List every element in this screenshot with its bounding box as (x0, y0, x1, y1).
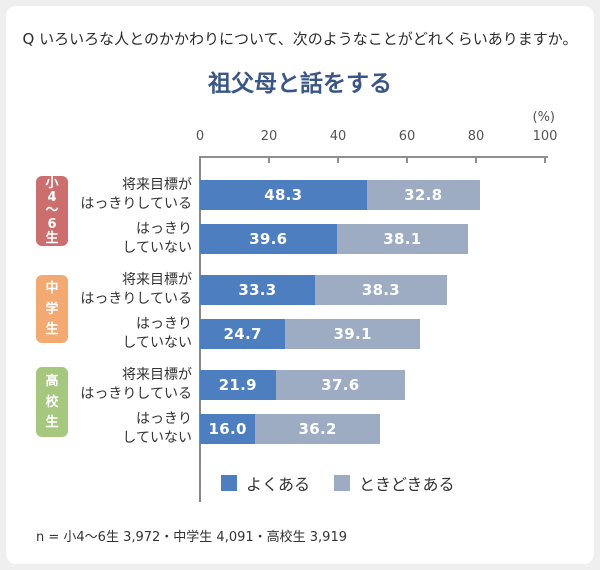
bar-segment-sometimes: 38.1 (336, 224, 469, 254)
x-axis-tick-mark (544, 156, 546, 163)
bar-value: 38.1 (383, 230, 422, 248)
bar-row-label: 将来目標がはっきりしている (70, 366, 192, 404)
x-axis-tick-mark (337, 156, 339, 163)
legend-item-often: よくある (221, 471, 310, 495)
bar-value: 32.8 (404, 186, 443, 204)
bar-segment-often: 39.6 (200, 224, 337, 254)
x-axis-tick-label: 100 (532, 129, 558, 144)
bar-row-label-line: はっきり (136, 316, 192, 332)
x-axis-tick-mark (268, 156, 270, 163)
group-badge-char: 4 (47, 189, 57, 205)
chart-title: 祖父母と話をする (208, 71, 392, 97)
group-badge: 中学生 (36, 275, 68, 343)
x-axis-line (200, 156, 548, 158)
unit-label: (%) (532, 110, 556, 125)
bar-row-label-line: していない (122, 430, 192, 446)
bar-row-label: はっきりしていない (70, 220, 192, 258)
bar-row-label-line: はっきり (136, 411, 192, 427)
bar-row-label-line: はっきり (136, 221, 192, 237)
bar-value: 33.3 (238, 281, 277, 299)
legend-swatch-sometimes (334, 475, 351, 491)
bar-segment-often: 16.0 (200, 414, 256, 444)
legend-item-sometimes: ときどきある (334, 471, 455, 495)
group-badge-char: 小 (45, 175, 59, 191)
group-badge: 小 4 〜 6 生 (36, 176, 68, 246)
bar-row-label: はっきりしていない (70, 315, 192, 353)
group-badge: 高校生 (36, 367, 68, 437)
bar-value: 39.1 (333, 325, 372, 343)
bar-row-label: 将来目標がはっきりしている (70, 176, 192, 214)
bar-segment-sometimes: 38.3 (314, 275, 447, 305)
sample-size-note: n = 小4〜6生 3,972・中学生 4,091・高校生 3,919 (36, 530, 347, 545)
x-axis-tick-label: 80 (467, 129, 485, 144)
bar-segment-often: 24.7 (200, 319, 286, 349)
bar-value: 36.2 (298, 420, 337, 438)
bar-row-label-line: 将来目標が (122, 367, 192, 383)
group-badge-char: 高 (45, 373, 59, 389)
group-badge-char: 学 (45, 301, 59, 317)
bar-value: 24.7 (223, 325, 262, 343)
x-axis-tick-label: 20 (260, 129, 278, 144)
x-axis-tick-mark (406, 156, 408, 163)
bar-row-label-line: はっきりしている (80, 291, 192, 307)
bar-segment-often: 48.3 (200, 180, 367, 210)
x-axis-tick-label: 60 (398, 129, 416, 144)
group-badge-char: 校 (45, 394, 59, 410)
group-badge-char: 生 (45, 321, 59, 337)
bar-value: 21.9 (218, 376, 257, 394)
bar-value: 38.3 (361, 281, 401, 299)
bar-value: 39.6 (249, 230, 288, 248)
bar-row-label-line: 将来目標が (122, 272, 192, 288)
bar-row-label-line: はっきりしている (80, 386, 192, 402)
bar-row-label-line: していない (122, 335, 192, 351)
group-badge-char: 中 (45, 281, 59, 297)
group-badge-char: 生 (45, 415, 59, 431)
bar-segment-sometimes: 39.1 (285, 319, 421, 349)
bar-value: 48.3 (264, 186, 303, 204)
x-axis-tick-label: 0 (195, 129, 205, 144)
group-badge-char: 6 (47, 217, 57, 233)
legend-swatch-often (221, 475, 237, 491)
group-badge-char: 生 (45, 231, 59, 247)
bar-row-label-line: はっきりしている (80, 196, 192, 212)
bar-segment-sometimes: 36.2 (255, 414, 381, 444)
legend-label-often: よくある (246, 475, 311, 494)
bar-segment-sometimes: 37.6 (275, 370, 406, 400)
bar-segment-often: 33.3 (200, 275, 315, 305)
survey-question: Q いろいろな人とのかかわりについて、次のようなことがどれくらいありますか。 (22, 30, 578, 48)
group-badge-char: 〜 (45, 203, 59, 219)
bar-row-label-line: 将来目標が (122, 177, 192, 193)
bar-row-label: はっきりしていない (70, 410, 192, 448)
legend: よくある ときどきある (221, 471, 455, 495)
x-axis-tick-label: 40 (329, 129, 347, 144)
x-axis-tick-mark (475, 156, 477, 163)
bar-segment-often: 21.9 (200, 370, 276, 400)
bar-value: 37.6 (321, 376, 360, 394)
bar-value: 16.0 (208, 420, 247, 438)
bar-row-label-line: していない (122, 240, 192, 256)
bar-segment-sometimes: 32.8 (366, 180, 480, 210)
legend-label-sometimes: ときどきある (359, 475, 455, 494)
bar-row-label: 将来目標がはっきりしている (70, 271, 192, 309)
